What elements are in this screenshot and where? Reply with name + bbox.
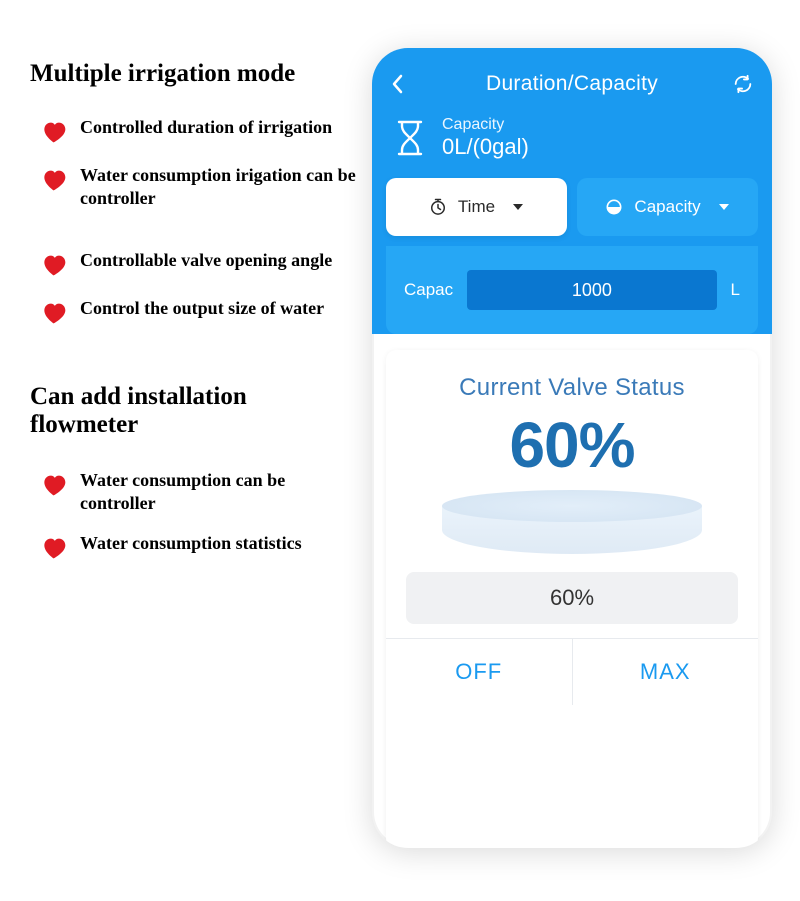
capacity-summary: Capacity 0L/(0gal) [372,106,772,178]
bullet-text: Water consumption irigation can be contr… [80,164,360,209]
gauge-cylinder [442,490,702,554]
off-button[interactable]: OFF [386,639,572,705]
valve-gauge: 60% [406,402,738,572]
valve-slider-value: 60% [550,585,594,611]
tab-capacity[interactable]: Capacity [577,178,758,236]
chevron-down-icon [717,200,731,214]
capacity-input-label: Capac [404,280,453,300]
heart-icon [42,299,70,327]
bullet-group-2: Water consumption can be controller Wate… [30,469,360,562]
valve-status-title: Current Valve Status [406,374,738,402]
bullet-text: Control the output size of water [80,297,324,320]
valve-slider[interactable]: 60% [406,572,738,624]
clock-icon [428,197,448,217]
tab-time[interactable]: Time [386,178,567,236]
heart-icon [42,471,70,499]
capacity-input-unit: L [731,280,740,300]
capacity-input-field[interactable]: 1000 [467,270,716,310]
back-button[interactable] [390,74,414,94]
bullet-text: Water consumption can be controller [80,469,360,514]
phone-frame: Duration/Capacity Capacity 0L/(0gal) Tim… [372,48,772,848]
capacity-value: 0L/(0gal) [442,134,529,160]
bullet-item: Water consumption statistics [42,532,360,562]
heart-icon [42,118,70,146]
bullet-group-1b: Controllable valve opening angle Control… [30,249,360,327]
page-title: Duration/Capacity [486,72,658,96]
bullet-group-1: Controlled duration of irrigation Water … [30,116,360,209]
section-title-1: Multiple irrigation mode [30,60,360,88]
capacity-label: Capacity [442,116,529,134]
max-button[interactable]: MAX [572,639,759,705]
section-title-2: Can add installation flowmeter [30,383,360,439]
hourglass-icon [392,119,428,157]
bullet-item: Controllable valve opening angle [42,249,360,279]
bullet-item: Controlled duration of irrigation [42,116,360,146]
heart-icon [42,534,70,562]
refresh-button[interactable] [730,73,754,95]
bullet-text: Controllable valve opening angle [80,249,332,272]
tab-capacity-label: Capacity [634,197,700,217]
bullet-item: Control the output size of water [42,297,360,327]
valve-gauge-value: 60% [509,408,634,482]
capacity-icon [604,197,624,217]
bullet-text: Water consumption statistics [80,532,302,555]
valve-status-card: Current Valve Status 60% 60% OFF MAX [386,350,758,848]
phone-header-area: Duration/Capacity Capacity 0L/(0gal) Tim… [372,48,772,334]
bullet-item: Water consumption irigation can be contr… [42,164,360,209]
heart-icon [42,166,70,194]
bullet-item: Water consumption can be controller [42,469,360,514]
tab-time-label: Time [458,197,495,217]
bullet-text: Controlled duration of irrigation [80,116,332,139]
heart-icon [42,251,70,279]
capacity-input-panel: Capac 1000 L [386,246,758,334]
chevron-down-icon [511,200,525,214]
